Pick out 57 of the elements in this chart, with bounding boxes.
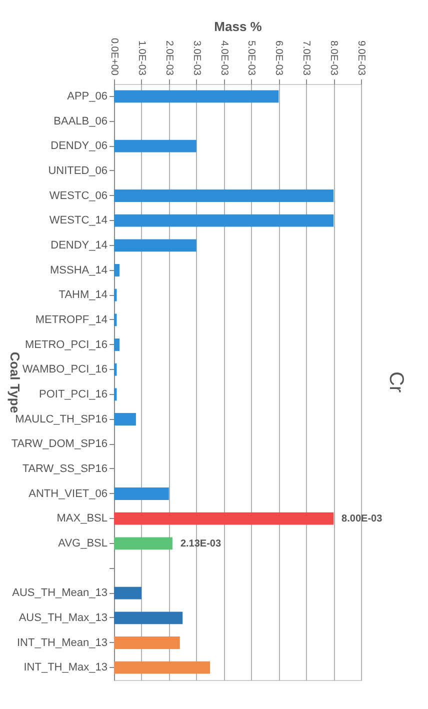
bar <box>114 363 117 376</box>
x-tick-label: 2.0E-03 <box>163 40 174 76</box>
text: Cr <box>385 371 408 393</box>
bar <box>114 288 117 302</box>
bar <box>114 413 136 426</box>
y-tick-label: BAALB_06 <box>54 115 108 128</box>
x-tick-label: 5.0E-03 <box>246 40 257 76</box>
x-tick-label: 3.0E-03 <box>190 40 202 76</box>
bar <box>114 612 183 624</box>
y-tick-label: DENDY_14 <box>50 239 108 252</box>
y-tick-label: TARW_DOM_SP16 <box>11 438 108 450</box>
x-axis-title: Mass % <box>214 18 262 34</box>
bar <box>114 314 117 326</box>
bar <box>114 190 334 202</box>
bar <box>114 239 196 252</box>
bar <box>114 388 117 401</box>
bar <box>114 488 169 500</box>
x-tick-label: 7.0E-03 <box>300 40 312 76</box>
y-tick-label: TARW_SS_SP16 <box>22 462 108 475</box>
bar <box>114 90 279 103</box>
y-tick-label: MAULC_TH_SP16 <box>15 413 108 426</box>
bar <box>114 264 120 276</box>
y-tick-label: WESTC_06 <box>49 190 108 202</box>
y-tick-label: WAMBO_PCI_16 <box>22 364 108 376</box>
data-label: 8.00E-03 <box>342 514 383 525</box>
y-tick-label: MAX_BSL <box>56 512 108 525</box>
y-tick-label: DENDY_06 <box>50 140 108 152</box>
y-tick-label: METROPF_14 <box>35 314 108 326</box>
bar <box>114 214 334 227</box>
x-tick-label: 8.0E-03 <box>328 40 340 76</box>
x-tick-label: 4.0E-03 <box>218 40 230 76</box>
data-label: 2.13E-03 <box>180 538 222 550</box>
y-tick-label: ANTH_VIET_06 <box>28 488 108 500</box>
bar <box>114 661 210 674</box>
y-tick-label: METRO_PCI_16 <box>24 338 108 351</box>
y-tick-label: APP_06 <box>67 90 108 102</box>
bar <box>114 338 120 351</box>
y-axis-title: Coal Type <box>7 352 22 414</box>
y-tick-label: AVG_BSL <box>58 537 108 550</box>
x-tick-label: 0.0E+00 <box>108 38 120 76</box>
y-tick-label: AUS_TH_Max_13 <box>18 612 108 624</box>
bar <box>114 512 334 525</box>
bar <box>114 636 180 649</box>
x-tick-label: 1.0E-03 <box>136 40 147 76</box>
y-tick-label: UNITED_06 <box>48 164 108 177</box>
y-tick-label: MSSHA_14 <box>50 264 108 276</box>
bar <box>114 140 196 152</box>
y-tick-label: AUS_TH_Mean_13 <box>12 587 108 600</box>
bar <box>114 537 172 550</box>
y-tick-label: WESTC_14 <box>49 214 108 227</box>
y-tick-label: INT_TH_Max_13 <box>24 662 108 674</box>
x-tick-label: 6.0E-03 <box>273 40 284 76</box>
y-tick-label: INT_TH_Mean_13 <box>17 636 108 649</box>
bar <box>114 586 142 600</box>
x-tick-label: 9.0E-03 <box>356 40 366 76</box>
y-tick-label: POIT_PCI_16 <box>39 388 108 400</box>
y-tick-label: TAHM_14 <box>58 289 108 302</box>
